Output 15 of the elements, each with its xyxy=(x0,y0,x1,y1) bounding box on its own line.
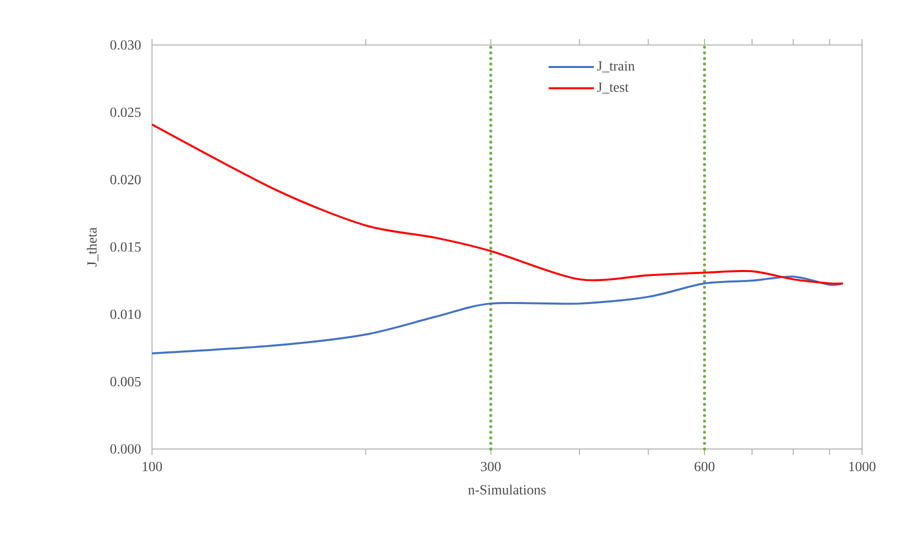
y-tick-label: 0.015 xyxy=(110,242,141,252)
y-tick-label: 0.030 xyxy=(110,40,141,50)
x-tick-label: 1000 xyxy=(849,462,876,472)
x-tick-label: 300 xyxy=(480,462,501,472)
legend-label: J_train xyxy=(597,61,635,72)
x-axis-title: n-Simulations xyxy=(468,484,546,495)
y-tick-label: 0.020 xyxy=(110,174,141,184)
y-tick-label: 0.025 xyxy=(110,108,141,118)
y-tick-label: 0.005 xyxy=(110,376,141,386)
legend-label: J_test xyxy=(597,82,629,94)
x-tick-label: 100 xyxy=(142,462,162,472)
y-axis-title: J_theta xyxy=(86,227,98,266)
x-tick-label: 600 xyxy=(694,462,714,472)
y-tick-label: 0.010 xyxy=(110,310,141,320)
y-tick-label: 0.000 xyxy=(110,444,141,454)
